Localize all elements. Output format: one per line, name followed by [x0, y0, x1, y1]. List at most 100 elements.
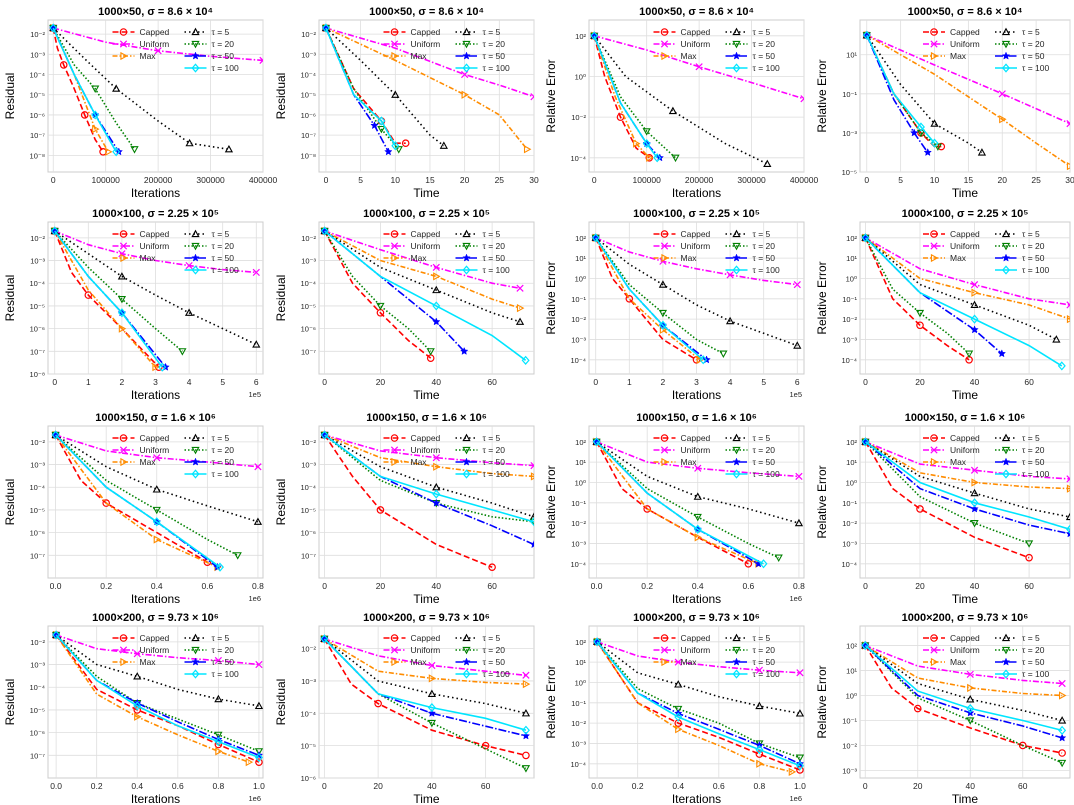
legend-label: τ = 20	[1022, 445, 1045, 455]
data-point-marker	[427, 702, 436, 713]
data-point-marker	[744, 559, 753, 568]
data-point-marker	[214, 731, 223, 740]
legend-marker	[661, 657, 669, 667]
data-point-marker	[1065, 512, 1070, 521]
legend-marker	[1002, 265, 1010, 275]
legend-label: τ = 20	[212, 39, 235, 49]
legend-marker	[660, 28, 669, 36]
chart-panel: 0 20 40 60 10⁻⁴ 10⁻³ 10⁻² 10⁻¹ 10⁰ 10¹ 10² 1000×150…	[815, 412, 1071, 606]
legend-marker	[732, 446, 741, 455]
data-point-marker	[488, 563, 496, 571]
y-tick-label: 10⁻⁴	[29, 483, 45, 492]
series-line	[864, 441, 1070, 535]
x-tick-label: 40	[432, 377, 442, 387]
series-line	[864, 237, 970, 361]
legend-entry: τ = 20	[455, 241, 505, 251]
legend-marker	[391, 657, 399, 667]
legend-entry: τ = 50	[455, 657, 505, 667]
data-point-marker	[970, 504, 979, 513]
legend-marker	[462, 657, 471, 666]
data-point-marker	[428, 661, 436, 670]
panel-title: 1000×50, σ = 8.6 × 10⁴	[369, 6, 484, 18]
legend-entry: τ = 20	[455, 445, 505, 455]
legend-entry: τ = 50	[725, 253, 776, 263]
x-tick-label: 6	[254, 377, 259, 387]
data-point-marker	[118, 250, 126, 258]
y-tick-label: 10⁻²	[842, 315, 857, 324]
panel-title: 1000×100, σ = 2.25 × 10⁵	[92, 208, 219, 220]
legend-entry: Uniform	[653, 645, 710, 655]
legend-entry: Max	[112, 657, 156, 667]
data-point-marker	[658, 280, 668, 288]
legend-entry: Uniform	[112, 445, 169, 455]
x-tick-label: 0.0	[50, 781, 62, 791]
legend-label: τ = 100	[212, 63, 239, 73]
series-line	[596, 441, 764, 565]
data-point-marker	[915, 309, 925, 318]
legend-marker	[930, 253, 939, 263]
y-tick-label: 10⁰	[575, 274, 586, 283]
data-point-marker	[675, 725, 683, 734]
panel-title: 1000×150, σ = 1.6 × 10⁶	[905, 412, 1026, 424]
legend-label: τ = 100	[753, 469, 780, 479]
legend-entry: τ = 100	[455, 63, 510, 73]
y-tick-label: 10⁻⁷	[301, 347, 316, 356]
data-point-marker	[432, 498, 441, 507]
x-tick-label: 60	[487, 377, 497, 387]
x-tick-label: 5	[358, 175, 363, 185]
data-point-marker	[653, 153, 662, 163]
x-tick-label: 4	[728, 377, 733, 387]
legend-marker	[119, 634, 128, 642]
data-point-marker	[970, 488, 979, 497]
x-tick-label: 60	[1024, 377, 1034, 387]
series-line	[54, 230, 163, 368]
legend-label: Uniform	[411, 39, 441, 49]
y-tick-label: 10⁻⁸	[30, 370, 45, 379]
data-point-marker	[788, 767, 797, 777]
legend-entry: Max	[383, 457, 427, 467]
x-tick-label: 0	[864, 175, 869, 185]
data-point-marker	[178, 348, 187, 356]
legend-marker	[732, 469, 741, 479]
legend-entry: τ = 50	[455, 253, 505, 263]
legend-marker	[462, 433, 471, 442]
data-point-marker	[91, 110, 100, 120]
legend-entry: τ = 5	[995, 433, 1040, 443]
x-tick-label: 0.4	[672, 781, 684, 791]
data-point-marker	[916, 505, 924, 513]
panel-title: 1000×150, σ = 1.6 × 10⁶	[636, 412, 757, 424]
series-line	[55, 634, 260, 707]
y-tick-label: 10⁻⁵	[301, 742, 316, 751]
x-tick-label: 60	[481, 781, 491, 791]
legend-label: τ = 20	[753, 445, 776, 455]
series-line	[323, 638, 526, 685]
data-point-marker	[970, 498, 979, 508]
data-point-marker	[117, 295, 127, 304]
legend-label: τ = 50	[753, 253, 776, 263]
data-point-marker	[658, 320, 667, 330]
series-group	[51, 430, 263, 572]
series-line	[866, 34, 1070, 125]
series-line	[54, 230, 257, 274]
legend-marker	[930, 40, 938, 48]
legend-entry: τ = 100	[455, 469, 510, 479]
data-point-marker	[529, 512, 534, 520]
y-tick-label: 10⁻²	[571, 113, 586, 122]
legend-entry: τ = 5	[995, 229, 1040, 239]
data-point-marker	[433, 462, 441, 471]
data-point-marker	[674, 658, 682, 666]
y-tick-label: 10⁻²	[30, 30, 45, 39]
data-point-marker	[796, 766, 804, 774]
data-point-marker	[370, 121, 379, 130]
legend-marker	[732, 229, 741, 238]
y-tick-label: 10⁻⁴	[570, 356, 586, 365]
series-line	[593, 35, 658, 159]
data-point-marker	[646, 153, 654, 162]
legend-label: τ = 100	[753, 265, 780, 275]
legend-marker	[391, 253, 399, 263]
series-line	[864, 237, 1063, 367]
legend-label: Max	[950, 253, 967, 263]
data-point-marker	[694, 464, 702, 472]
data-point-marker	[401, 139, 410, 147]
data-point-marker	[529, 540, 534, 549]
